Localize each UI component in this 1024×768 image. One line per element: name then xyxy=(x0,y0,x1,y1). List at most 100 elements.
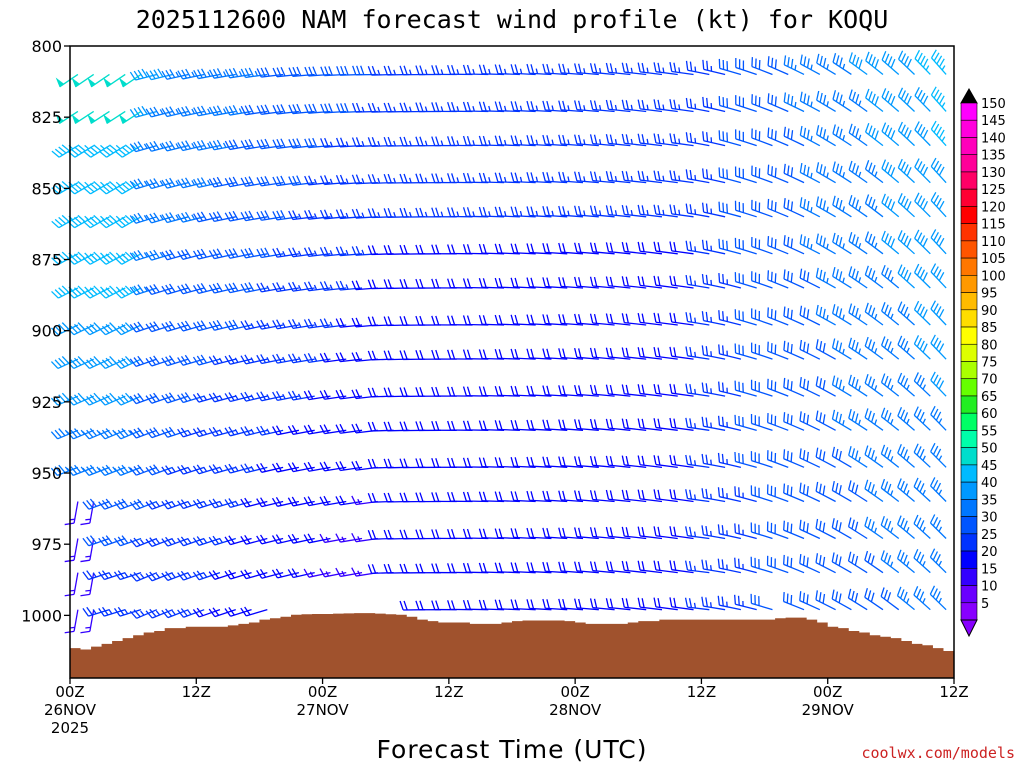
barb-half-flag xyxy=(175,143,180,149)
barb-flag xyxy=(558,314,562,324)
barb-flag xyxy=(558,205,562,216)
barb-flag xyxy=(621,205,625,215)
wind-barb xyxy=(848,194,868,218)
barb-flag xyxy=(738,381,741,392)
barb-half-flag xyxy=(614,210,618,216)
barb-flag xyxy=(868,162,873,172)
barb-flag xyxy=(758,416,760,426)
wind-barb xyxy=(145,608,173,619)
barb-flag xyxy=(578,348,582,358)
barb-flag xyxy=(296,66,302,76)
barb-flag xyxy=(605,171,610,181)
barb-flag xyxy=(913,263,920,273)
barb-flag xyxy=(574,384,578,395)
barb-flag xyxy=(783,412,786,422)
wind-barb xyxy=(717,487,742,503)
barb-flag xyxy=(287,425,294,435)
barb-flag xyxy=(161,609,169,619)
wind-barb xyxy=(913,443,931,468)
barb-half-flag xyxy=(710,245,713,251)
barb-flag xyxy=(881,264,886,275)
colorbar-label: 90 xyxy=(981,304,998,319)
barb-flag xyxy=(916,195,923,205)
barb-flag xyxy=(216,105,223,115)
barb-flag xyxy=(854,270,859,281)
barb-half-flag xyxy=(203,572,208,578)
barb-flag xyxy=(758,310,760,321)
barb-flag xyxy=(766,521,769,532)
barb-half-flag xyxy=(826,314,829,321)
wind-barb xyxy=(751,308,773,326)
barb-flag xyxy=(228,177,235,187)
barb-flag xyxy=(323,352,329,362)
barb-flag xyxy=(799,125,803,136)
wind-barb xyxy=(542,100,568,113)
barb-half-flag xyxy=(567,139,570,145)
wind-barb xyxy=(510,135,536,147)
barb-flag xyxy=(80,593,90,597)
barb-flag xyxy=(702,96,705,107)
barb-flag xyxy=(735,95,737,105)
barb-flag xyxy=(621,170,625,181)
barb-flag xyxy=(657,170,661,181)
barb-flag xyxy=(145,108,152,118)
wind-barb xyxy=(897,406,915,431)
barb-half-flag xyxy=(710,174,713,180)
credit-link[interactable]: coolwx.com/models xyxy=(861,744,1015,762)
wind-barb xyxy=(558,171,584,184)
barb-flag xyxy=(351,208,357,219)
barb-flag xyxy=(256,139,262,149)
barb-flag xyxy=(320,138,325,148)
barb-flag xyxy=(786,342,790,352)
barb-half-flag xyxy=(424,69,428,75)
barb-flag xyxy=(367,564,373,574)
barb-flag xyxy=(526,100,531,111)
barb-flag xyxy=(799,162,803,173)
barb-flag xyxy=(514,420,519,430)
barb-flag xyxy=(774,452,777,463)
wind-barb xyxy=(542,490,568,503)
barb-flag xyxy=(161,572,169,581)
barb-flag xyxy=(165,69,172,79)
barb-half-flag xyxy=(519,176,523,183)
barb-flag xyxy=(355,137,361,147)
wind-barb xyxy=(208,607,236,618)
barb-flag xyxy=(851,234,856,244)
wind-barb xyxy=(335,209,363,220)
wind-barb xyxy=(145,500,173,510)
barb-flag xyxy=(786,522,789,532)
barb-flag xyxy=(275,568,282,578)
barb-flag xyxy=(117,536,125,545)
barb-half-flag xyxy=(858,242,862,249)
wind-barb xyxy=(621,313,647,326)
barb-flag xyxy=(822,522,826,533)
barb-flag xyxy=(916,303,923,313)
barb-half-flag xyxy=(203,538,208,544)
barb-half-flag xyxy=(693,494,697,500)
barb-flag xyxy=(415,244,420,255)
barb-flag xyxy=(758,131,761,141)
wind-barb xyxy=(526,135,552,147)
wind-barb xyxy=(526,599,552,611)
barb-flag xyxy=(653,597,657,608)
wind-barb xyxy=(701,453,726,468)
barb-flag xyxy=(701,525,705,535)
barb-flag xyxy=(177,179,184,189)
wind-barb xyxy=(574,456,599,468)
barb-flag xyxy=(933,266,939,276)
barb-flag xyxy=(705,203,709,214)
colorbar: 1501451401351301251201151101051009590858… xyxy=(960,87,1006,638)
wind-barb xyxy=(574,347,599,360)
barb-flag xyxy=(754,343,757,354)
barb-flag xyxy=(738,130,741,141)
wind-barb xyxy=(288,210,315,221)
barb-flag xyxy=(673,170,677,181)
barb-flag xyxy=(673,560,677,571)
barb-flag xyxy=(431,173,436,183)
barb-half-flag xyxy=(842,63,846,70)
barb-flag xyxy=(855,94,860,104)
barb-flag xyxy=(786,593,789,604)
colorbar-label: 115 xyxy=(981,218,1006,233)
wind-barb xyxy=(783,163,805,184)
barb-flag xyxy=(335,496,341,506)
